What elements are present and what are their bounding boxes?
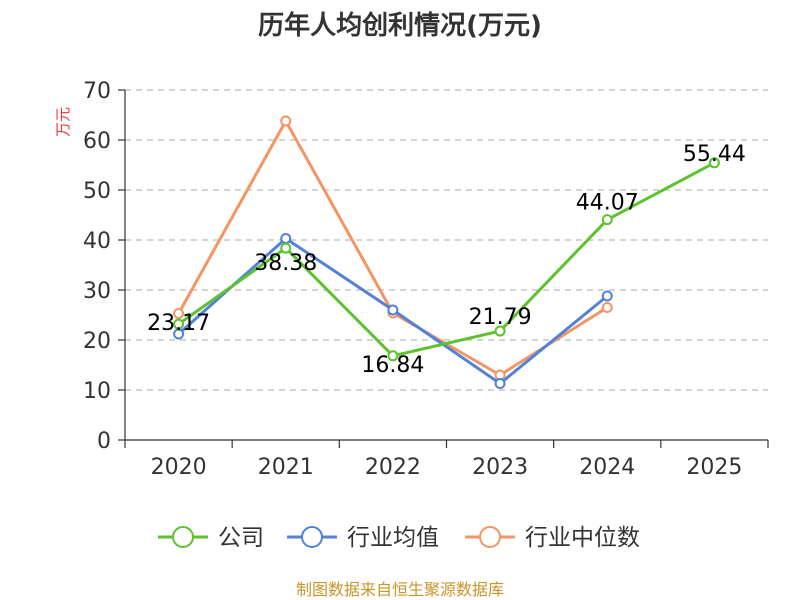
legend-marker (479, 526, 501, 548)
legend-label: 行业中位数 (525, 525, 640, 551)
data-point[interactable] (494, 325, 506, 337)
y-axis-label: 万元 (54, 107, 72, 137)
data-point[interactable] (280, 233, 292, 244)
data-point[interactable] (601, 290, 613, 302)
legend-item[interactable]: 行业中位数 (465, 525, 640, 551)
source-note: 制图数据来自恒生聚源数据库 (296, 580, 504, 599)
data-point[interactable] (601, 214, 613, 226)
x-tick-label: 2022 (365, 455, 421, 480)
x-tick-label: 2024 (579, 455, 635, 480)
data-point[interactable] (173, 308, 185, 319)
legend-item[interactable]: 行业均值 (287, 525, 439, 551)
y-tick-label: 40 (83, 229, 111, 254)
y-tick-label: 20 (83, 329, 111, 354)
data-label: 44.07 (576, 191, 639, 216)
data-label: 16.84 (361, 353, 424, 378)
legend-label: 公司 (218, 525, 264, 551)
legend-item[interactable]: 公司 (158, 525, 264, 551)
legend-label: 行业均值 (347, 525, 439, 551)
x-tick-label: 2025 (686, 455, 742, 480)
data-point[interactable] (601, 302, 613, 313)
data-point[interactable] (173, 318, 185, 330)
grid-lines (125, 89, 768, 391)
data-point[interactable] (280, 242, 292, 254)
series-line (177, 161, 716, 358)
y-tick-label: 10 (83, 379, 111, 404)
data-point[interactable] (387, 350, 399, 362)
series-group (173, 115, 720, 389)
data-point[interactable] (280, 115, 292, 127)
data-point[interactable] (494, 378, 506, 389)
x-tick-label: 2021 (258, 455, 314, 480)
data-label: 38.38 (254, 251, 317, 276)
y-tick-label: 60 (83, 129, 111, 154)
legend-marker (172, 526, 194, 548)
series-0 (173, 157, 720, 362)
data-point[interactable] (387, 304, 399, 316)
legend[interactable]: 公司 行业均值 行业中位数 (158, 525, 640, 551)
data-label: 55.44 (683, 142, 746, 167)
legend-marker (301, 526, 323, 548)
axes: 0 10 20 30 40 50 60 70 2020 2021 2022 2023 2024 2025 (83, 79, 769, 480)
data-point[interactable] (708, 157, 720, 169)
y-tick-label: 0 (97, 429, 111, 454)
y-tick-label: 50 (83, 179, 111, 204)
x-tick-label: 2020 (151, 455, 207, 480)
data-label: 21.79 (469, 305, 532, 330)
y-tick-label: 30 (83, 279, 111, 304)
data-labels: 23.17 38.38 16.84 21.79 44.07 55.44 (147, 142, 746, 378)
data-label: 23.17 (147, 311, 210, 336)
x-tick-label: 2023 (472, 455, 528, 480)
series-line (177, 119, 609, 377)
chart-title: 历年人均创利情况(万元) (258, 10, 542, 41)
y-tick-label: 70 (83, 79, 111, 104)
